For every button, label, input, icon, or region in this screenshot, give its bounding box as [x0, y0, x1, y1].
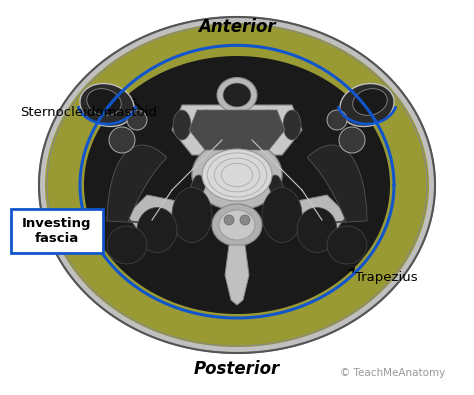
- Ellipse shape: [202, 149, 272, 201]
- Ellipse shape: [107, 226, 147, 264]
- Ellipse shape: [212, 204, 262, 246]
- Polygon shape: [225, 245, 249, 305]
- Polygon shape: [39, 17, 435, 353]
- Ellipse shape: [297, 207, 337, 252]
- Text: Investing
fascia: Investing fascia: [22, 217, 92, 245]
- Text: Anterior: Anterior: [198, 18, 276, 36]
- Polygon shape: [277, 195, 347, 235]
- Ellipse shape: [340, 83, 394, 126]
- Circle shape: [224, 215, 234, 225]
- Ellipse shape: [137, 207, 177, 252]
- Ellipse shape: [196, 110, 218, 140]
- Polygon shape: [107, 145, 207, 226]
- FancyBboxPatch shape: [11, 209, 103, 253]
- Ellipse shape: [327, 226, 367, 264]
- Polygon shape: [267, 145, 367, 226]
- Ellipse shape: [353, 88, 387, 115]
- Circle shape: [127, 110, 147, 130]
- Ellipse shape: [80, 83, 134, 126]
- Ellipse shape: [219, 210, 255, 240]
- Circle shape: [327, 110, 347, 130]
- Ellipse shape: [173, 110, 191, 140]
- Circle shape: [109, 127, 135, 153]
- Circle shape: [240, 215, 250, 225]
- Ellipse shape: [256, 110, 278, 140]
- Polygon shape: [127, 195, 197, 235]
- Circle shape: [339, 127, 365, 153]
- Polygon shape: [45, 23, 429, 347]
- Text: Sternocleidomastoid: Sternocleidomastoid: [20, 105, 157, 118]
- Text: Trapezius: Trapezius: [355, 271, 418, 284]
- Ellipse shape: [172, 188, 212, 243]
- Text: Posterior: Posterior: [194, 360, 280, 378]
- Ellipse shape: [223, 83, 251, 107]
- Ellipse shape: [87, 88, 121, 115]
- Polygon shape: [189, 110, 285, 150]
- Text: © TeachMeAnatomy: © TeachMeAnatomy: [340, 368, 445, 378]
- Ellipse shape: [192, 140, 282, 210]
- Ellipse shape: [283, 110, 301, 140]
- Polygon shape: [84, 56, 390, 314]
- Ellipse shape: [217, 77, 257, 113]
- Polygon shape: [172, 105, 302, 155]
- Ellipse shape: [262, 188, 302, 243]
